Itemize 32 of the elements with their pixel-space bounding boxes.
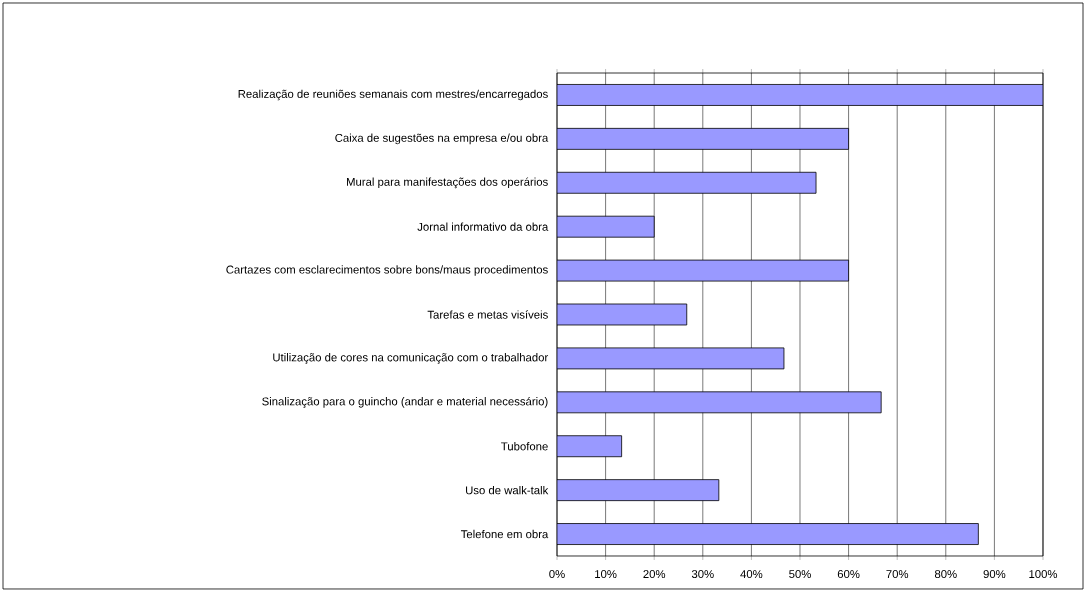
y-tick-label: Telefone em obra — [460, 529, 549, 539]
bar — [557, 523, 979, 545]
x-tick-label: 60% — [837, 570, 860, 579]
y-tick-label: Jornal informativo da obra — [417, 222, 549, 231]
x-tick-label: 80% — [934, 570, 957, 579]
x-tick-label: 0% — [549, 570, 565, 579]
bar — [557, 435, 623, 458]
y-tick-label: Sinalização para o guincho (andar e material necessário) — [262, 396, 548, 408]
y-tick-label: Caixa de sugestões na empresa e/ou obra — [335, 133, 549, 145]
bar — [557, 215, 655, 238]
bar — [557, 84, 1043, 106]
x-tick-label: 100% — [1029, 570, 1058, 579]
y-tick-label: Cartazes com esclarecimentos sobre bons/maus procedimentos — [226, 265, 548, 276]
bar — [557, 171, 817, 194]
x-tick-label: 20% — [643, 570, 666, 579]
y-tick-label: Tubofone — [501, 442, 548, 451]
x-tick-label: 50% — [789, 570, 811, 579]
x-tick-label: 90% — [983, 570, 1006, 579]
x-tick-label: 30% — [691, 570, 714, 579]
bar — [557, 347, 785, 370]
y-tick-label: Realização de reuniões semanais com mestres/encarregados — [238, 89, 548, 101]
x-tick-label: 70% — [886, 570, 909, 579]
x-tick-label: 10% — [595, 570, 617, 579]
bar — [557, 479, 720, 502]
x-tick-label: 40% — [740, 570, 763, 579]
y-tick-label: Mural para manifestações dos operários — [347, 177, 548, 189]
y-tick-label: Utilização de cores na comunicação com o trabalhador — [273, 353, 549, 364]
bar — [557, 127, 849, 150]
y-tick-label: Tarefas e metas visíveis — [427, 310, 548, 319]
y-tick-label: Uso de walk-talk — [466, 485, 549, 495]
bar — [557, 391, 882, 414]
bar — [557, 259, 849, 282]
